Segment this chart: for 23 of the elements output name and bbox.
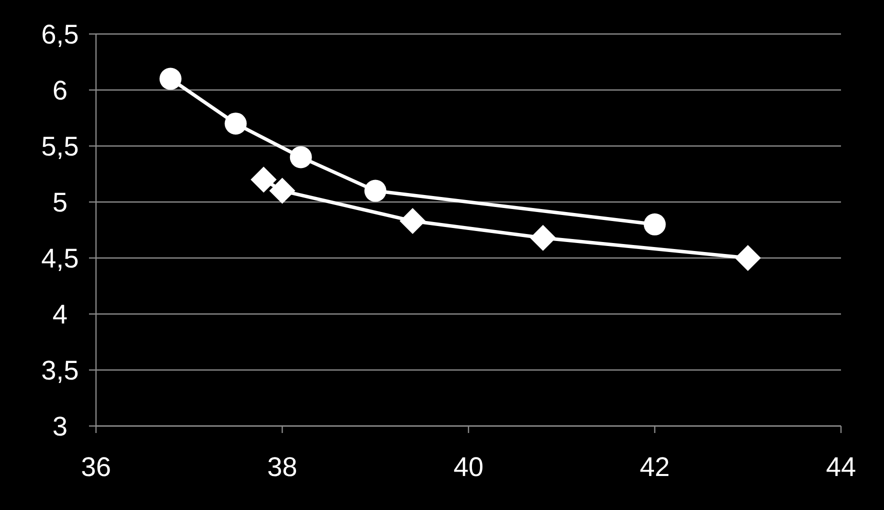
y-tick-label: 4,5 bbox=[41, 243, 79, 274]
y-tick-label: 3 bbox=[52, 411, 68, 442]
y-tick-label: 5 bbox=[52, 187, 68, 218]
point bbox=[530, 224, 556, 251]
point bbox=[269, 178, 296, 204]
point bbox=[250, 166, 277, 193]
point bbox=[400, 208, 426, 234]
x-tick-label: 38 bbox=[267, 452, 298, 482]
y-tick-label: 3,5 bbox=[41, 355, 79, 386]
y-tick-label: 6,5 bbox=[41, 19, 79, 50]
y-tick-label: 5,5 bbox=[41, 131, 79, 162]
y-tick-label: 4 bbox=[52, 299, 68, 330]
point bbox=[364, 180, 386, 202]
x-tick-label: 36 bbox=[80, 452, 112, 482]
y-tick-label: 6 bbox=[52, 75, 68, 106]
point bbox=[644, 213, 666, 236]
point bbox=[160, 68, 182, 90]
point bbox=[224, 112, 247, 135]
point bbox=[734, 245, 761, 271]
x-tick-label: 42 bbox=[640, 452, 670, 482]
point bbox=[290, 146, 312, 168]
x-tick-label: 44 bbox=[826, 452, 856, 482]
x-tick-label: 40 bbox=[453, 452, 484, 482]
